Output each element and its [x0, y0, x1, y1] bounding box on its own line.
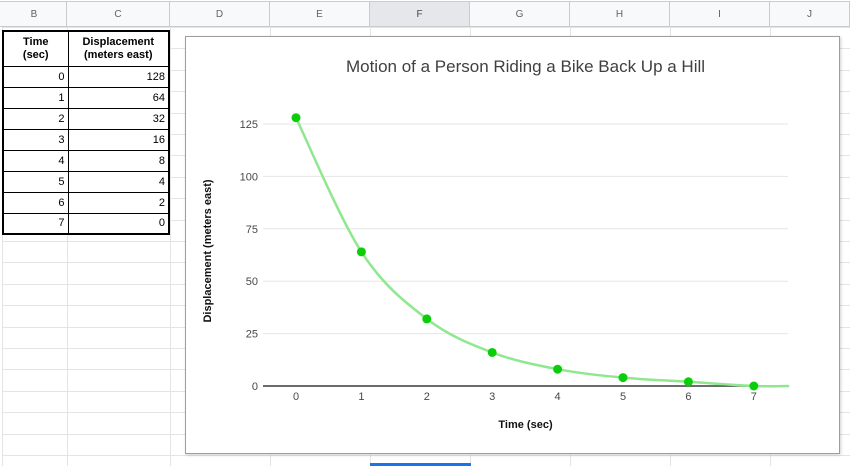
data-table: Time (sec) Displacement (meters east) 0 12…: [2, 30, 170, 235]
table-header-cell[interactable]: Displacement (meters east): [67, 30, 170, 67]
table-cell[interactable]: 1: [2, 86, 69, 109]
data-point: [749, 381, 759, 391]
column-header-E[interactable]: E: [270, 2, 370, 26]
x-axis-title: Time (sec): [498, 419, 553, 431]
y-tick-label: 125: [240, 119, 258, 131]
column-gridline: [170, 27, 171, 466]
chart-title: Motion of a Person Riding a Bike Back Up…: [345, 57, 706, 76]
x-tick-label: 3: [489, 391, 495, 403]
table-cell[interactable]: 16: [67, 128, 170, 151]
x-tick-label: 6: [685, 391, 691, 403]
y-tick-label: 100: [240, 171, 258, 183]
table-cell[interactable]: 0: [2, 65, 69, 88]
table-row: 1 64: [2, 86, 170, 109]
column-header-C[interactable]: C: [67, 2, 170, 26]
column-header-H[interactable]: H: [570, 2, 670, 26]
row-gridline: [2, 27, 850, 28]
data-point: [618, 373, 628, 383]
chart-plot: 0 25 50 75 100 125 0 1 2 3 4 5 6 7: [240, 113, 790, 403]
column-header-D[interactable]: D: [170, 2, 270, 26]
data-point: [422, 314, 432, 324]
data-table-body: 0 128 1 64 2 32 3 16 4 8 5 4 6 2 7 0: [2, 65, 170, 235]
table-row: 2 32: [2, 107, 170, 130]
table-cell[interactable]: 3: [2, 128, 69, 151]
table-header-row: Time (sec) Displacement (meters east): [2, 30, 170, 67]
y-tick-label: 50: [246, 276, 258, 288]
table-cell[interactable]: 4: [67, 170, 170, 193]
table-cell[interactable]: 0: [67, 212, 170, 235]
data-point: [291, 113, 301, 123]
table-cell[interactable]: 2: [67, 191, 170, 214]
data-table-head: Time (sec) Displacement (meters east): [2, 30, 170, 67]
y-tick-label: 25: [246, 329, 258, 341]
table-cell[interactable]: 6: [2, 191, 69, 214]
series-line: [294, 116, 790, 388]
column-gridline: [2, 27, 3, 466]
column-header-J[interactable]: J: [770, 2, 850, 26]
table-header-cell[interactable]: Time (sec): [2, 30, 69, 67]
x-tick-label: 0: [293, 391, 299, 403]
table-cell[interactable]: 2: [2, 107, 69, 130]
column-header-I[interactable]: I: [670, 2, 770, 26]
data-point: [683, 377, 693, 387]
x-tick-label: 2: [424, 391, 430, 403]
y-tick-label: 75: [246, 224, 258, 236]
y-axis-title: Displacement (meters east): [202, 179, 214, 323]
x-tick-label: 5: [620, 391, 626, 403]
table-cell[interactable]: 128: [67, 65, 170, 88]
column-header-F[interactable]: F: [370, 2, 470, 26]
table-row: 3 16: [2, 128, 170, 151]
selection-indicator: [370, 463, 471, 466]
column-gridline: [67, 27, 68, 466]
x-tick-label: 7: [751, 391, 757, 403]
table-cell[interactable]: 64: [67, 86, 170, 109]
column-header-G[interactable]: G: [470, 2, 570, 26]
table-cell[interactable]: 32: [67, 107, 170, 130]
chart-container[interactable]: 0 25 50 75 100 125 0 1 2 3 4 5 6 7 Motion of a Person…: [185, 36, 840, 454]
data-point: [356, 247, 366, 257]
data-point: [487, 347, 497, 357]
table-row: 0 128: [2, 65, 170, 88]
data-point: [553, 364, 563, 374]
column-header-B[interactable]: B: [2, 2, 67, 26]
x-tick-label: 1: [358, 391, 364, 403]
x-tick-label: 4: [555, 391, 561, 403]
table-cell[interactable]: 8: [67, 149, 170, 172]
y-tick-label: 0: [252, 381, 258, 393]
row-gridline: [2, 455, 850, 456]
table-cell[interactable]: 4: [2, 149, 69, 172]
table-cell[interactable]: 7: [2, 212, 69, 235]
table-cell[interactable]: 5: [2, 170, 69, 193]
